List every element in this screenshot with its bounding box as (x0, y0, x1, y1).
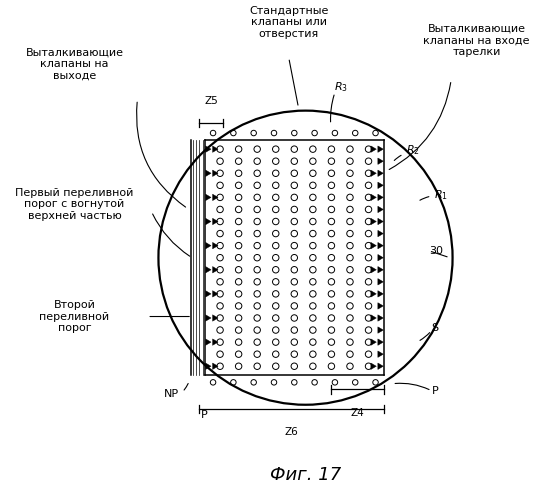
Text: Первый переливной
порог с вогнутой
верхней частью: Первый переливной порог с вогнутой верхн… (15, 188, 134, 221)
Polygon shape (371, 315, 376, 321)
Text: Фиг. 17: Фиг. 17 (270, 466, 341, 484)
Polygon shape (378, 363, 383, 370)
Polygon shape (378, 146, 383, 152)
Text: Выталкивающие
клапаны на
выходе: Выталкивающие клапаны на выходе (25, 48, 124, 81)
Text: S: S (432, 322, 439, 332)
Polygon shape (213, 146, 218, 152)
Text: P: P (432, 386, 438, 396)
Polygon shape (213, 242, 218, 249)
Text: Z4: Z4 (351, 408, 364, 418)
Polygon shape (378, 327, 383, 334)
Text: NP: NP (164, 388, 179, 398)
Text: 30: 30 (429, 246, 443, 256)
Polygon shape (378, 158, 383, 164)
Polygon shape (205, 242, 211, 249)
Polygon shape (378, 242, 383, 249)
Polygon shape (378, 290, 383, 297)
Polygon shape (371, 194, 376, 200)
Text: Стандартные
клапаны или
отверстия: Стандартные клапаны или отверстия (249, 6, 328, 39)
Polygon shape (371, 170, 376, 176)
Polygon shape (371, 242, 376, 249)
Polygon shape (378, 194, 383, 200)
Text: Выталкивающие
клапаны на входе
тарелки: Выталкивающие клапаны на входе тарелки (423, 24, 529, 57)
Polygon shape (378, 206, 383, 212)
Polygon shape (378, 230, 383, 237)
Polygon shape (378, 278, 383, 285)
Text: Z5: Z5 (204, 96, 218, 106)
Polygon shape (378, 170, 383, 176)
Polygon shape (213, 194, 218, 200)
Polygon shape (205, 170, 211, 176)
Text: $R_1$: $R_1$ (434, 188, 448, 202)
Polygon shape (213, 363, 218, 370)
Polygon shape (371, 339, 376, 345)
Polygon shape (213, 339, 218, 345)
Polygon shape (378, 254, 383, 261)
Polygon shape (205, 218, 211, 224)
Polygon shape (371, 146, 376, 152)
Polygon shape (205, 194, 211, 200)
Polygon shape (213, 266, 218, 273)
Polygon shape (205, 315, 211, 321)
Text: Второй
переливной
порог: Второй переливной порог (39, 300, 109, 333)
Polygon shape (213, 218, 218, 224)
Polygon shape (371, 266, 376, 273)
Polygon shape (205, 146, 211, 152)
Polygon shape (205, 266, 211, 273)
Polygon shape (213, 315, 218, 321)
Polygon shape (378, 315, 383, 321)
Polygon shape (378, 351, 383, 358)
Polygon shape (378, 218, 383, 224)
Polygon shape (378, 266, 383, 273)
Polygon shape (378, 339, 383, 345)
Polygon shape (371, 363, 376, 370)
Polygon shape (213, 170, 218, 176)
Text: P: P (201, 410, 208, 420)
Polygon shape (371, 218, 376, 224)
Polygon shape (378, 182, 383, 188)
Text: $R_2$: $R_2$ (406, 143, 420, 156)
Polygon shape (205, 290, 211, 297)
Text: $R_3$: $R_3$ (333, 80, 348, 94)
Polygon shape (205, 339, 211, 345)
Polygon shape (378, 302, 383, 309)
Polygon shape (205, 363, 211, 370)
Polygon shape (371, 290, 376, 297)
Polygon shape (213, 290, 218, 297)
Text: Z6: Z6 (285, 427, 299, 437)
